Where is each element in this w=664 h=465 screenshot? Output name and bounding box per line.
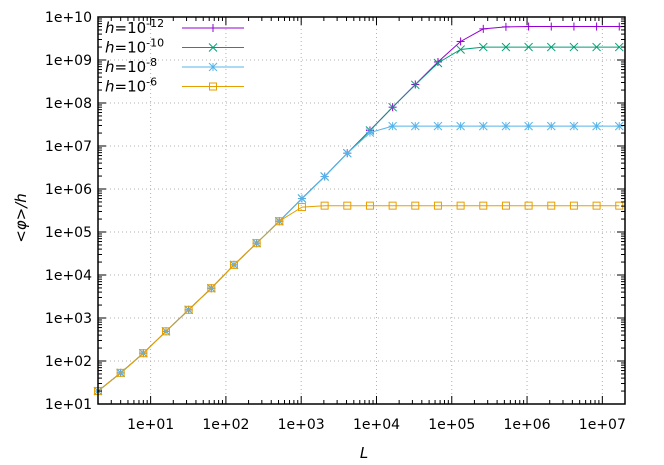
data-point: [139, 349, 148, 358]
data-point: [501, 22, 510, 31]
data-point: [320, 201, 329, 210]
y-tick-label: 1e+10: [45, 10, 92, 26]
legend-item: h=10-6: [105, 76, 244, 96]
data-point: [524, 121, 533, 131]
grid-lines: [98, 17, 625, 404]
data-point: [252, 239, 261, 248]
y-tick-label: 1e+06: [45, 182, 92, 198]
legend-label: h=10-8: [105, 56, 157, 76]
legend-marker: [208, 43, 218, 52]
legend-marker: [209, 82, 217, 91]
data-point: [343, 201, 352, 210]
series-neg6: [94, 201, 624, 396]
data-point: [614, 121, 624, 131]
data-point: [297, 194, 307, 203]
data-point: [410, 121, 420, 131]
data-point: [569, 22, 578, 31]
data-point: [161, 327, 170, 336]
data-point: [614, 42, 624, 52]
data-point: [207, 284, 216, 293]
data-point: [524, 201, 533, 210]
x-axis-label: L: [360, 444, 368, 462]
data-point: [433, 57, 442, 66]
y-tick-label: 1e+05: [45, 225, 92, 241]
data-point: [592, 121, 601, 131]
data-point: [592, 201, 601, 210]
data-series: [93, 22, 624, 396]
data-point: [365, 128, 375, 137]
legend-label: h=10-12: [105, 17, 164, 37]
axis-ticks: [97, 16, 626, 405]
data-point: [569, 201, 578, 210]
data-point: [479, 201, 488, 210]
data-point: [388, 121, 397, 131]
y-tick-label: 1e+01: [45, 397, 92, 413]
x-tick-label: 1e+07: [579, 417, 626, 433]
data-point: [501, 42, 511, 52]
legend-label: h=10-10: [105, 37, 164, 57]
data-point: [456, 121, 465, 131]
data-point: [546, 121, 556, 131]
data-point: [410, 80, 420, 90]
data-point: [388, 201, 397, 210]
y-axis-label: <φ>/h: [12, 193, 30, 243]
legend: h=10-12h=10-10h=10-8h=10-6: [105, 17, 244, 96]
x-tick-label: 1e+02: [202, 417, 249, 433]
data-point: [501, 121, 511, 131]
plot-frame: [97, 16, 626, 405]
data-point: [479, 24, 488, 33]
data-point: [320, 172, 329, 181]
y-axis-tick-labels: 1e+01 1e+02 1e+03 1e+04 1e+05 1e+06 1e+07 1e+08…: [45, 10, 92, 413]
data-point: [547, 201, 556, 210]
data-point: [456, 201, 465, 210]
legend-marker: [209, 24, 217, 32]
data-point: [365, 201, 374, 210]
x-tick-label: 1e+03: [278, 417, 325, 433]
data-point: [478, 42, 488, 52]
data-point: [456, 45, 465, 54]
data-point: [524, 42, 533, 52]
data-point: [342, 148, 352, 158]
y-tick-label: 1e+08: [45, 96, 92, 112]
x-tick-label: 1e+06: [504, 417, 551, 433]
data-point: [592, 42, 601, 52]
y-tick-label: 1e+07: [45, 139, 92, 155]
x-tick-label: 1e+05: [428, 417, 475, 433]
data-point: [433, 201, 442, 210]
y-tick-label: 1e+09: [45, 53, 92, 69]
legend-item: h=10-10: [105, 37, 244, 57]
data-point: [433, 121, 443, 131]
y-tick-label: 1e+03: [45, 311, 92, 327]
data-point: [116, 368, 125, 377]
legend-item: h=10-12: [105, 17, 244, 37]
data-point: [501, 201, 510, 210]
data-point: [297, 203, 306, 212]
data-point: [184, 305, 193, 314]
data-point: [524, 22, 533, 31]
legend-marker: [208, 62, 218, 72]
x-tick-label: 1e+01: [127, 417, 174, 433]
data-point: [569, 42, 579, 52]
data-point: [547, 22, 556, 31]
data-point: [229, 260, 238, 269]
data-point: [433, 58, 443, 68]
y-tick-label: 1e+04: [45, 268, 92, 284]
x-tick-label: 1e+04: [353, 417, 400, 433]
data-point: [478, 121, 488, 131]
legend-label: h=10-6: [105, 76, 157, 96]
data-point: [546, 42, 556, 52]
legend-item: h=10-8: [105, 56, 244, 76]
x-axis-tick-labels: 1e+01 1e+02 1e+03 1e+04 1e+05 1e+06 1e+07: [127, 417, 626, 433]
data-point: [411, 201, 420, 210]
y-tick-label: 1e+02: [45, 354, 92, 370]
data-point: [275, 217, 284, 226]
data-point: [388, 102, 397, 112]
data-point: [569, 121, 579, 131]
data-point: [592, 22, 601, 31]
data-point: [456, 37, 465, 46]
